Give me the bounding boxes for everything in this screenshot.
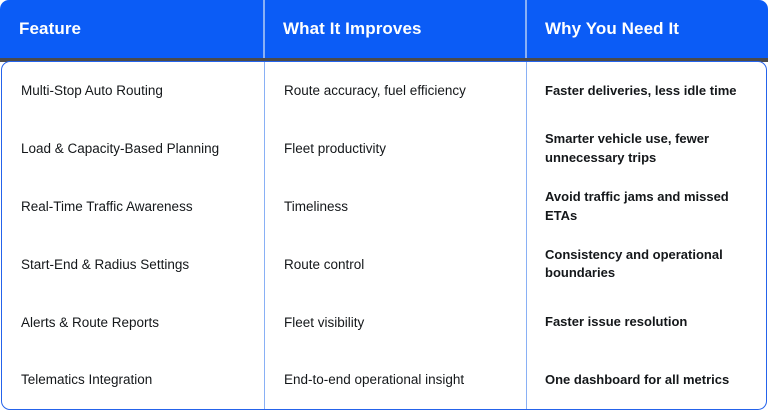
table-column-what-it-improves: Route accuracy, fuel efficiency Fleet pr… xyxy=(264,62,526,409)
table-cell-feature: Real-Time Traffic Awareness xyxy=(21,198,193,214)
column-header-what-it-improves-label: What It Improves xyxy=(283,19,422,38)
table-cell-feature: Alerts & Route Reports xyxy=(21,314,160,330)
table-cell-why: Consistency and operational boundaries xyxy=(545,246,723,281)
column-header-feature: Feature xyxy=(0,0,264,58)
table-cell-why: Faster deliveries, less idle time xyxy=(545,82,737,98)
column-header-what-it-improves: What It Improves xyxy=(264,0,526,58)
table-cell-why: Avoid traffic jams and missed ETAs xyxy=(545,189,729,223)
header-column-divider-2 xyxy=(525,0,527,58)
table-header-row: Feature What It Improves Why You Need It xyxy=(0,0,768,58)
table-cell-why: Smarter vehicle use, fewer unnecessary t… xyxy=(545,131,710,165)
table-cell-why: One dashboard for all metrics xyxy=(545,371,730,387)
table-cell-improves: Fleet visibility xyxy=(284,314,365,330)
table-cell-feature: Load & Capacity-Based Planning xyxy=(21,141,220,157)
table-cell-why: Faster issue resolution xyxy=(545,314,688,329)
header-column-divider-1 xyxy=(263,0,265,58)
column-header-feature-label: Feature xyxy=(19,19,82,38)
table-cell-improves: Timeliness xyxy=(284,198,349,214)
table-column-feature: Multi-Stop Auto Routing Load & Capacity-… xyxy=(2,62,264,409)
table-cell-improves: Fleet productivity xyxy=(284,141,387,157)
table-cell-feature: Telematics Integration xyxy=(21,372,153,388)
table-cell-feature: Multi-Stop Auto Routing xyxy=(21,83,163,99)
column-header-why-you-need-it-label: Why You Need It xyxy=(545,19,680,38)
table-column-why-you-need-it: Faster deliveries, less idle time Smarte… xyxy=(526,62,766,409)
table-cell-improves: Route accuracy, fuel efficiency xyxy=(284,83,466,99)
table-cell-improves: Route control xyxy=(284,256,365,272)
table-cell-feature: Start-End & Radius Settings xyxy=(21,256,190,272)
column-header-why-you-need-it: Why You Need It xyxy=(526,0,768,58)
table-cell-improves: End-to-end operational insight xyxy=(284,372,465,388)
table-body: Multi-Stop Auto Routing Load & Capacity-… xyxy=(1,61,767,410)
header-body-divider-band xyxy=(0,55,768,62)
